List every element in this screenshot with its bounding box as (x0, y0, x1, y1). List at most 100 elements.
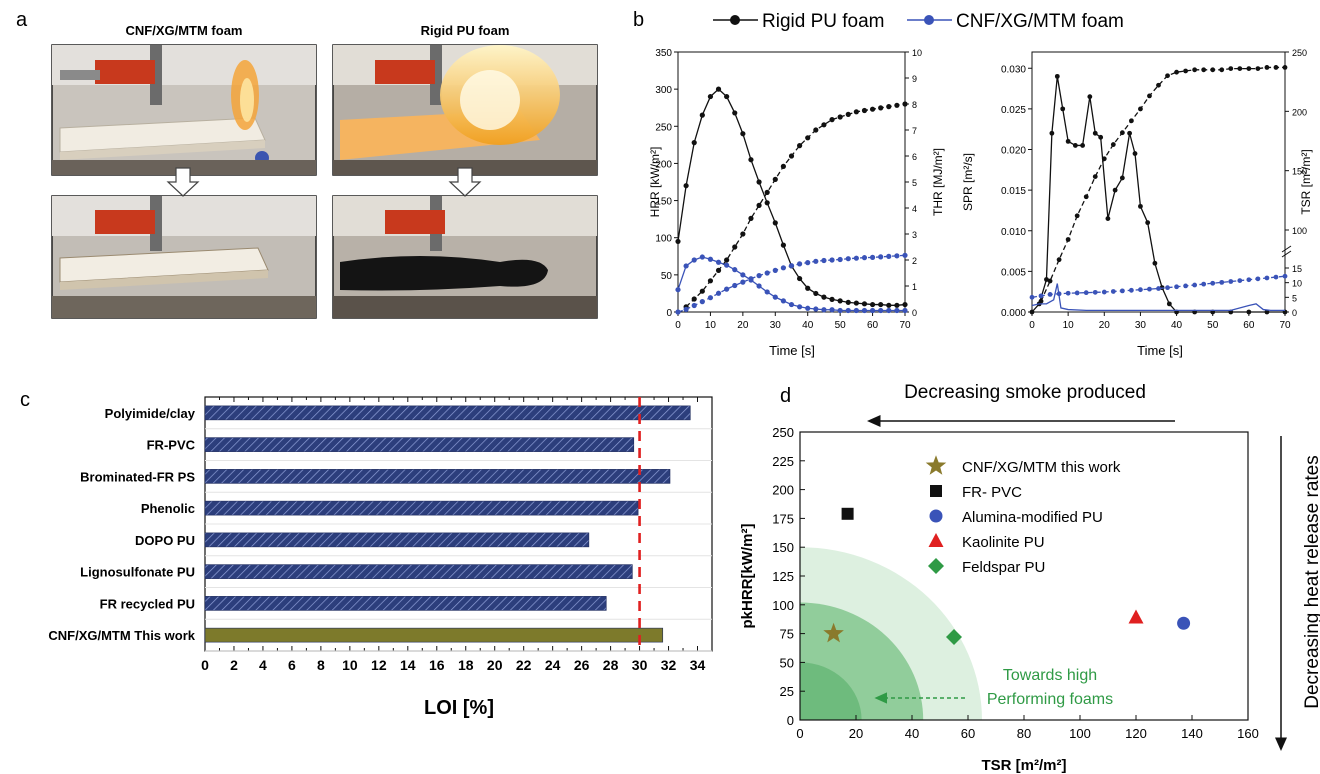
data-point (1246, 66, 1252, 72)
bar (204, 469, 671, 484)
data-point (756, 273, 762, 279)
x-tick-label: 20 (487, 657, 503, 673)
chart-hrr-thr: 0 10 20 30 40 50 60 700501001502002503003500123… (648, 48, 945, 358)
data-point (1128, 118, 1134, 124)
y-tick-label: 150 (655, 197, 672, 208)
data-point (1228, 66, 1234, 72)
data-point (1072, 143, 1078, 148)
chart-spr-tsr: 0 10 20 30 40 50 60 700.0000.0050.0100.0150.020… (961, 48, 1313, 358)
x-tick-label: 26 (574, 657, 590, 673)
panel-label-a: a (16, 9, 28, 31)
x-tick-label: 70 (899, 320, 911, 331)
x-tick-label: 22 (516, 657, 532, 673)
y2-tick-label: 100 (1292, 226, 1307, 236)
data-point (894, 102, 900, 108)
x-tick-label: 120 (1125, 726, 1147, 741)
data-point (869, 106, 876, 112)
data-point (691, 257, 697, 263)
data-point (1156, 82, 1161, 88)
legend-label: CNF/XG/MTM this work (962, 459, 1121, 476)
data-point (797, 275, 803, 282)
data-point (853, 300, 859, 306)
y2-tick-label: 4 (912, 204, 917, 214)
data-point (1282, 273, 1288, 279)
y-tick-label: 350 (655, 48, 672, 59)
category-label: CNF/XG/MTM This work (48, 628, 195, 643)
hrr-axis-label: HRR [kW/m²] (648, 147, 662, 218)
data-point (845, 299, 851, 305)
data-point (1255, 276, 1261, 282)
data-point (715, 267, 722, 273)
data-point (837, 114, 843, 120)
data-point (691, 302, 697, 309)
data-point (772, 176, 778, 182)
category-label: Lignosulfonate PU (80, 565, 195, 580)
thr-axis-label: THR [MJ/m²] (931, 148, 945, 216)
legend-label: Alumina-modified PU (962, 509, 1103, 526)
legend-label: FR- PVC (962, 484, 1022, 501)
data-point (1083, 194, 1089, 200)
data-point (886, 302, 892, 308)
axis-break-mark (1281, 245, 1292, 253)
cnf-burning-photo (51, 44, 317, 176)
data-point (1047, 292, 1053, 297)
bar (204, 500, 639, 516)
y2-tick-label: 15 (1292, 264, 1302, 274)
data-point (756, 283, 762, 289)
y-tick-label: 0.020 (1001, 146, 1026, 157)
data-point (1098, 134, 1104, 140)
data-point (715, 86, 722, 92)
legend-marker-triangle (928, 533, 944, 547)
legend-marker-circle (929, 509, 943, 523)
data-point (764, 189, 770, 195)
data-point (772, 220, 778, 226)
data-point (1237, 66, 1243, 72)
chart-pkhrr-tsr: 0 20 40 60 80 100 120 140 160 0 25 50 75 100 125 150 175… (739, 382, 1320, 774)
x-tick-label: 0 (201, 657, 209, 673)
x-tick-label: 6 (288, 657, 296, 673)
data-point (1029, 294, 1035, 300)
data-point (1183, 283, 1189, 289)
data-point (1054, 73, 1060, 79)
data-point (805, 135, 811, 141)
y2-tick-label: 8 (912, 100, 917, 110)
data-point (683, 306, 689, 312)
data-point (780, 298, 786, 304)
y-tick-label: 200 (772, 483, 794, 498)
y-tick-label: 0.005 (1001, 267, 1026, 278)
y2-tick-label: 5 (912, 178, 917, 188)
data-point (740, 272, 746, 278)
data-point (1166, 301, 1172, 307)
data-point (1210, 67, 1216, 73)
panel-label-b: b (633, 9, 644, 31)
x-tick-label: 160 (1237, 726, 1259, 741)
data-point (1147, 286, 1152, 292)
data-point (1127, 130, 1132, 136)
y-tick-label: 75 (780, 627, 794, 642)
data-point (724, 286, 730, 292)
data-point (780, 242, 786, 248)
data-point (748, 215, 754, 221)
data-point (1255, 66, 1261, 72)
data-point (748, 157, 754, 163)
data-point (1092, 130, 1098, 136)
x-tick-label: 40 (905, 726, 919, 741)
x-tick-label: 34 (690, 657, 706, 673)
data-point-circle (1177, 616, 1191, 630)
y-tick-label: 300 (655, 85, 672, 96)
data-point (1264, 275, 1270, 281)
data-point (1183, 68, 1189, 74)
x-tick-label: 40 (802, 320, 814, 331)
data-point (1138, 287, 1143, 293)
data-point (1101, 289, 1107, 295)
pu-burning-photo (332, 44, 598, 176)
data-point (813, 127, 819, 133)
data-point (805, 260, 811, 266)
y2-tick-label: 2 (912, 256, 917, 266)
pkhrr-axis-label: pkHRR[kW/m²] (739, 524, 756, 629)
x-tick-label: 80 (1017, 726, 1031, 741)
data-point (1065, 290, 1071, 296)
data-point (1152, 260, 1158, 266)
data-point (1210, 280, 1216, 286)
data-point (1165, 73, 1170, 79)
